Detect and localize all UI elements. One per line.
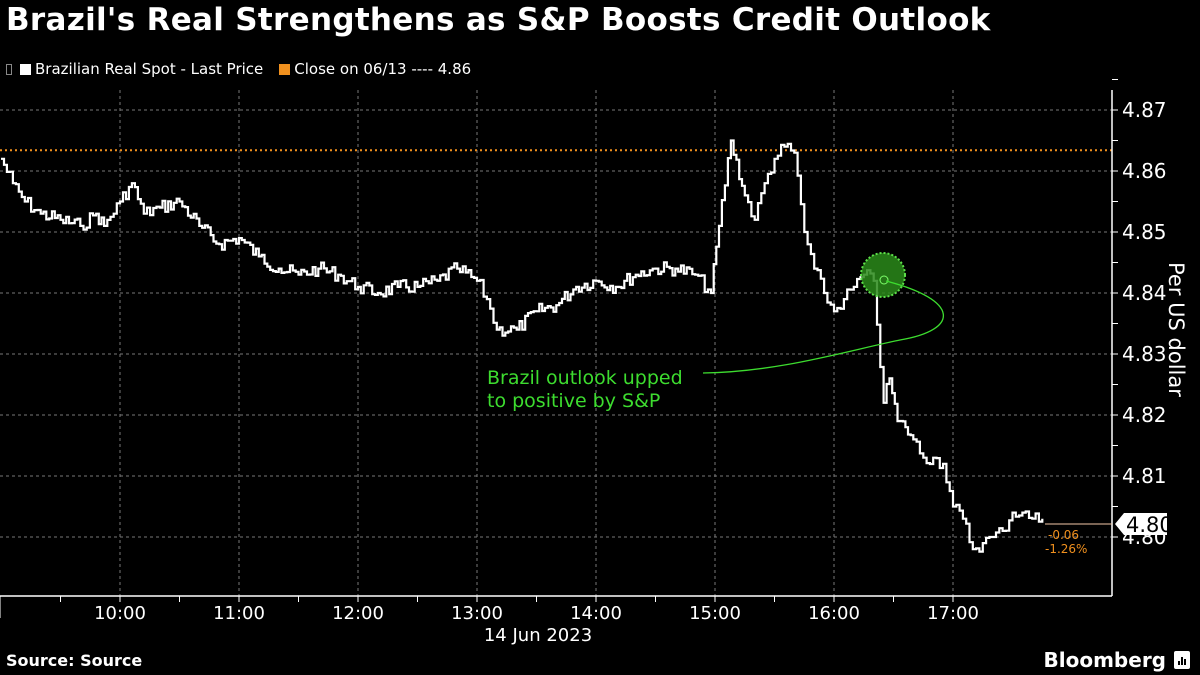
legend: Brazilian Real Spot - Last Price Close o… (6, 60, 481, 78)
x-tick-label: 10:00 (94, 603, 146, 624)
y-tick-label: 4.83 (1122, 342, 1167, 366)
y-tick-label: 4.86 (1122, 159, 1167, 183)
annotation-line-1: Brazil outlook upped (487, 367, 683, 389)
x-tick-label: 12:00 (332, 603, 384, 624)
bloomberg-brand: Bloomberg (1044, 648, 1190, 672)
y-tick-label: 4.85 (1122, 220, 1167, 244)
chart-title: Brazil's Real Strengthens as S&P Boosts … (6, 2, 991, 38)
x-tick-label: 11:00 (213, 603, 265, 624)
orange-square-icon (279, 63, 291, 75)
annotation-highlight-circle (860, 252, 906, 298)
annotation-line-2: to positive by S&P (487, 390, 661, 412)
y-axis-label: Per US dollar (1164, 262, 1188, 397)
y-tick-label: 4.81 (1122, 464, 1167, 488)
brand-name: Bloomberg (1043, 648, 1166, 672)
price-change: -0.06 (1048, 528, 1079, 542)
last-price-badge: 4.80 (1115, 513, 1173, 537)
x-axis-date-label: 14 Jun 2023 (484, 625, 592, 646)
last-price-value: 4.80 (1126, 513, 1173, 537)
legend-item-close[interactable]: Close on 06/13 ---- 4.86 (279, 60, 471, 78)
annotation-point-marker (879, 275, 889, 285)
annotation-text: Brazil outlook upped to positive by S&P (487, 367, 683, 413)
y-tick-label: 4.84 (1122, 281, 1167, 305)
legend-item-spot[interactable]: Brazilian Real Spot - Last Price (20, 60, 263, 78)
white-square-icon (20, 63, 31, 75)
last-price-badge-bg (1115, 513, 1167, 535)
price-change-pct: -1.26% (1045, 542, 1087, 556)
bloomberg-chart-icon (1174, 651, 1190, 669)
x-tick-label: 14:00 (570, 603, 622, 624)
x-tick-label: 17:00 (927, 603, 979, 624)
legend-label: Brazilian Real Spot - Last Price (35, 60, 264, 78)
price-line (1, 139, 1044, 553)
source-note: Source: Source (6, 651, 143, 670)
legend-toggle-icon[interactable] (6, 63, 12, 75)
annotation-connector (702, 280, 944, 374)
x-tick-label: 13:00 (451, 603, 503, 624)
y-tick-label: 4.87 (1122, 98, 1167, 122)
legend-label: Close on 06/13 ---- 4.86 (294, 60, 472, 78)
y-tick-label: 4.82 (1122, 403, 1167, 427)
x-tick-label: 15:00 (689, 603, 741, 624)
x-tick-label: 16:00 (808, 603, 860, 624)
